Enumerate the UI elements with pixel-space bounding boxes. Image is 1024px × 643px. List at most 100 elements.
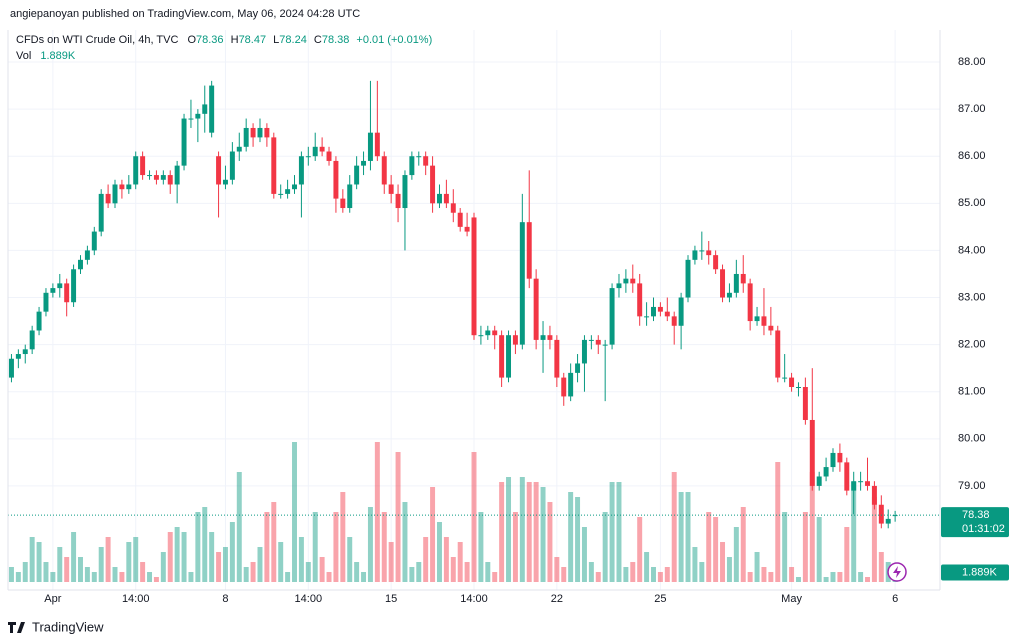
- candle-body: [858, 481, 864, 483]
- volume-bar: [609, 482, 615, 582]
- candle-body: [713, 255, 719, 270]
- y-tick-label: 86.00: [958, 150, 986, 162]
- volume-bar: [305, 562, 311, 582]
- volume-bar: [540, 487, 546, 582]
- brand-text: TradingView: [32, 619, 104, 634]
- symbol-title: CFDs on WTI Crude Oil, 4h, TVC: [16, 34, 178, 46]
- volume-bar: [485, 562, 491, 582]
- volume-bar: [436, 522, 442, 582]
- candle-body: [630, 278, 636, 284]
- candle-body: [602, 344, 608, 346]
- volume-bar: [333, 512, 339, 582]
- candle-body: [754, 316, 760, 322]
- replay-icon[interactable]: [887, 562, 907, 582]
- volume-bar: [782, 512, 788, 582]
- volume-bar: [298, 537, 304, 582]
- volume-bar: [499, 482, 505, 582]
- volume-bar: [823, 577, 829, 582]
- candle-body: [147, 175, 153, 177]
- candle-body: [229, 151, 235, 180]
- candle-body: [789, 377, 795, 388]
- candle-body: [181, 118, 187, 166]
- candle-body: [775, 330, 781, 378]
- volume-bar: [768, 572, 774, 582]
- candle-body: [361, 160, 367, 166]
- candle-body: [292, 184, 297, 190]
- volume-bar: [568, 492, 574, 582]
- volume-value: 1.889K: [40, 50, 76, 62]
- candle-body: [795, 387, 801, 389]
- x-tick-label: 14:00: [460, 593, 488, 605]
- volume-bar: [347, 537, 353, 582]
- volume-bar: [326, 572, 332, 582]
- volume-bar: [706, 512, 712, 582]
- volume-bar: [581, 527, 587, 582]
- candle-body: [209, 85, 215, 133]
- volume-bar: [147, 572, 153, 582]
- candle-body: [243, 127, 249, 147]
- ohlc-value: 78.38: [322, 34, 350, 46]
- candle-body: [423, 156, 429, 166]
- volume-bar: [623, 567, 629, 582]
- candle-body: [492, 330, 498, 336]
- volume-bar: [381, 512, 387, 582]
- volume-title: Vol: [16, 50, 31, 62]
- candle-body: [506, 335, 512, 378]
- volume-bar: [395, 452, 401, 582]
- candle-body: [409, 156, 415, 176]
- volume-bar: [105, 537, 111, 582]
- candle-body: [174, 165, 180, 185]
- volume-bar: [181, 532, 187, 582]
- volume-bar: [761, 567, 767, 582]
- candle-body: [326, 151, 332, 161]
- ohlc-label: L: [273, 34, 279, 46]
- x-tick-label: 6: [892, 593, 898, 605]
- volume-bar: [478, 512, 484, 582]
- candle-body: [257, 127, 263, 138]
- candle-body: [871, 485, 877, 505]
- volume-bar: [830, 572, 836, 582]
- candle-body: [457, 212, 463, 227]
- candle-body: [105, 193, 111, 204]
- candle-body: [395, 193, 401, 209]
- volume-bar: [664, 567, 670, 582]
- volume-bar: [167, 532, 173, 582]
- volume-bar: [789, 567, 795, 582]
- candle-body: [685, 259, 691, 298]
- volume-bar: [795, 577, 801, 582]
- candle-body: [416, 156, 422, 158]
- volume-bar: [871, 497, 877, 582]
- candle-body: [637, 283, 643, 317]
- volume-badge: [941, 564, 1009, 581]
- volume-bar: [851, 482, 857, 582]
- legend-volume: Vol 1.889K: [16, 50, 76, 62]
- volume-layer: [8, 442, 898, 582]
- candle-body: [98, 193, 104, 232]
- candle-body: [319, 146, 325, 152]
- candle-body: [782, 377, 788, 379]
- candle-body: [278, 193, 284, 195]
- volume-bar: [616, 482, 622, 582]
- y-tick-label: 83.00: [958, 291, 986, 303]
- volume-bar: [22, 562, 28, 582]
- volume-bar: [726, 557, 732, 582]
- candle-body: [216, 156, 222, 185]
- candle-body: [837, 452, 843, 463]
- volume-bar: [312, 512, 318, 582]
- candle-body: [595, 339, 601, 345]
- volume-bar: [250, 562, 256, 582]
- candle-body: [851, 481, 857, 491]
- candle-body: [678, 297, 684, 326]
- candle-body: [809, 419, 815, 486]
- volume-bar: [464, 562, 470, 582]
- candle-body: [533, 278, 539, 340]
- icon-bolt[interactable]: [893, 566, 901, 578]
- candle-body: [733, 273, 739, 293]
- volume-bar: [692, 547, 698, 582]
- volume-bar: [195, 512, 201, 582]
- candle-layer: [8, 80, 940, 529]
- volume-bar: [671, 472, 677, 582]
- candle-body: [671, 316, 677, 326]
- y-tick-label: 79.00: [958, 480, 986, 492]
